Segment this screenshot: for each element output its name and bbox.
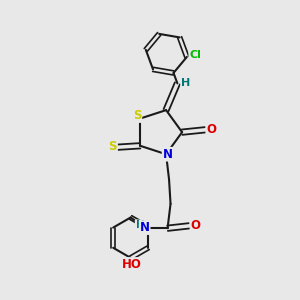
Text: H: H [136, 220, 144, 230]
Text: O: O [206, 123, 216, 136]
Text: Cl: Cl [189, 50, 201, 60]
Text: O: O [190, 219, 200, 232]
Text: S: S [133, 109, 141, 122]
Text: N: N [163, 148, 172, 161]
Text: H: H [181, 78, 190, 88]
Text: S: S [109, 140, 117, 153]
Text: HO: HO [122, 258, 142, 271]
Text: N: N [140, 221, 150, 234]
